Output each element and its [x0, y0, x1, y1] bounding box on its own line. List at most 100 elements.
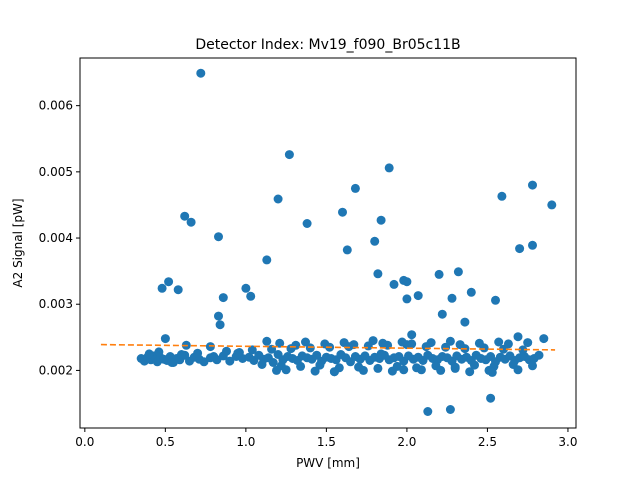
- data-point: [407, 339, 417, 349]
- data-point: [233, 348, 243, 358]
- data-point: [209, 352, 219, 361]
- data-point: [518, 345, 528, 355]
- data-point: [312, 350, 322, 360]
- data-point: [503, 339, 513, 349]
- data-point: [225, 356, 235, 366]
- x-tick-label: 3.0: [558, 435, 577, 449]
- data-point: [257, 360, 267, 369]
- data-point: [474, 338, 484, 348]
- data-point: [402, 294, 412, 304]
- data-point: [154, 347, 164, 357]
- data-point: [397, 337, 407, 347]
- fit-line: [100, 343, 556, 351]
- data-point: [376, 349, 386, 359]
- data-point: [436, 365, 446, 375]
- data-point: [494, 337, 504, 347]
- data-point: [215, 320, 225, 330]
- data-point: [164, 277, 174, 287]
- data-point: [491, 295, 500, 305]
- data-point: [246, 291, 256, 301]
- data-point: [423, 407, 433, 416]
- points-layer: [136, 68, 557, 416]
- data-point: [301, 337, 310, 347]
- data-point: [177, 350, 186, 359]
- y-tick-label: 0.004: [39, 231, 73, 245]
- data-point: [402, 277, 412, 287]
- data-point: [373, 269, 383, 279]
- data-point: [160, 334, 170, 344]
- data-point: [342, 245, 352, 255]
- data-point: [373, 363, 383, 373]
- data-point: [144, 349, 154, 359]
- data-point: [329, 367, 339, 377]
- data-point: [167, 358, 177, 367]
- data-point: [450, 363, 460, 373]
- data-point: [315, 360, 325, 370]
- data-point: [272, 365, 281, 375]
- data-point: [407, 330, 417, 340]
- data-point: [384, 163, 394, 173]
- data-point: [387, 366, 397, 376]
- y-tick-label: 0.003: [39, 297, 73, 311]
- data-point: [214, 232, 223, 242]
- data-point: [523, 338, 533, 348]
- data-point: [513, 365, 523, 375]
- x-axis-label: PWV [mm]: [296, 456, 360, 470]
- data-point: [368, 336, 378, 346]
- data-point: [453, 267, 463, 277]
- data-point: [455, 340, 465, 350]
- data-point: [222, 346, 231, 356]
- data-point: [486, 393, 496, 403]
- data-point: [470, 360, 479, 370]
- data-point: [513, 332, 523, 342]
- y-axis: 0.002 0.003 0.004 0.005 0.006: [39, 99, 80, 377]
- data-point: [376, 215, 386, 225]
- data-point: [262, 255, 272, 265]
- data-point: [350, 183, 360, 193]
- data-point: [186, 217, 196, 227]
- x-tick-label: 0.0: [75, 435, 94, 449]
- data-point: [465, 367, 475, 377]
- y-axis-label: A2 Signal [pW]: [11, 198, 25, 287]
- data-point: [399, 365, 409, 375]
- data-point: [262, 336, 272, 346]
- data-point: [534, 350, 544, 360]
- data-point: [416, 365, 426, 375]
- y-tick-label: 0.005: [39, 165, 73, 179]
- y-tick-label: 0.006: [39, 99, 73, 113]
- data-point: [515, 244, 525, 254]
- data-point: [528, 361, 537, 371]
- x-tick-label: 2.0: [397, 435, 416, 449]
- data-point: [466, 287, 476, 297]
- data-point: [310, 366, 320, 376]
- plot-frame: [79, 57, 577, 429]
- data-point: [302, 219, 312, 228]
- data-point: [378, 338, 388, 348]
- data-point: [445, 336, 455, 346]
- x-tick-label: 0.5: [156, 435, 175, 449]
- data-point: [460, 317, 470, 327]
- fit-layer: [100, 343, 556, 351]
- data-point: [193, 348, 203, 358]
- data-point: [370, 236, 380, 246]
- data-point: [426, 338, 436, 348]
- data-point: [275, 338, 285, 348]
- data-point: [338, 207, 347, 217]
- data-point: [157, 283, 167, 293]
- y-tick-label: 0.002: [39, 363, 73, 377]
- data-point: [218, 293, 228, 303]
- data-point: [445, 405, 455, 414]
- data-point: [487, 367, 497, 377]
- data-point: [173, 285, 183, 295]
- data-point: [196, 68, 206, 78]
- data-point: [199, 357, 209, 367]
- data-point: [434, 269, 444, 279]
- data-point: [247, 345, 257, 355]
- x-tick-label: 2.5: [478, 435, 497, 449]
- data-point: [437, 309, 447, 319]
- data-point: [241, 283, 251, 293]
- data-point: [389, 279, 399, 289]
- data-point: [281, 365, 291, 375]
